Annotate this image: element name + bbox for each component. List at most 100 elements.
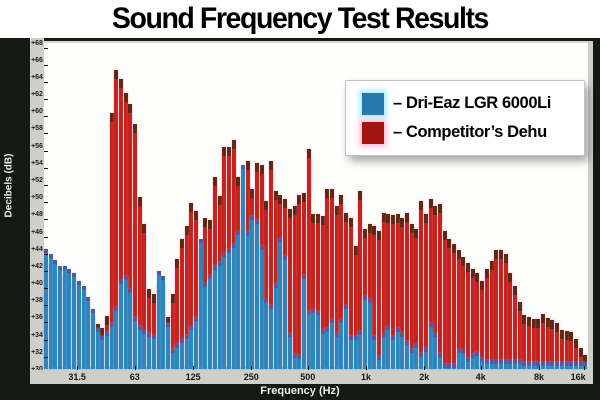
competitor-bar — [564, 331, 569, 369]
y-tick-mark — [44, 253, 48, 255]
competitor-bar — [381, 212, 386, 369]
y-tick-label: +32 — [31, 348, 43, 356]
drieaz-bar — [442, 363, 447, 369]
drieaz-bar — [203, 283, 208, 369]
legend: – Dri-Eaz LGR 6000Li – Competitor’s Dehu — [345, 80, 585, 156]
y-axis-title: Decibels (dB) — [3, 153, 15, 218]
drieaz-bar — [437, 352, 442, 369]
drieaz-bar — [137, 326, 142, 369]
drieaz-bar — [156, 271, 161, 369]
y-tick-label: +44 — [31, 245, 43, 253]
competitor-bar — [569, 332, 574, 369]
drieaz-bar — [269, 305, 274, 369]
competitor-bar — [311, 214, 316, 369]
x-tick-label: 8k — [533, 372, 545, 382]
x-axis-title: Frequency (Hz) — [260, 385, 340, 397]
drieaz-bar — [255, 219, 260, 369]
drieaz-bar — [320, 329, 325, 369]
competitor-bar — [541, 314, 546, 369]
drieaz-bar — [180, 338, 184, 369]
y-tick-label: +62 — [31, 91, 43, 99]
competitor-bar — [151, 294, 156, 369]
competitor-bar — [484, 269, 489, 369]
y-tick-label: +60 — [31, 108, 43, 116]
competitor-bar — [545, 318, 550, 369]
drieaz-bar — [541, 362, 546, 369]
x-tick-label: 16k — [570, 372, 586, 382]
legend-label-drieaz: – Dri-Eaz LGR 6000Li — [393, 94, 551, 112]
competitor-bar — [372, 225, 377, 369]
competitor-bar — [194, 210, 199, 369]
competitor-bar — [306, 149, 311, 369]
drieaz-bar — [119, 279, 124, 369]
y-tick-label: +36 — [31, 314, 43, 322]
y-tick-label: +64 — [31, 73, 43, 81]
drieaz-bar — [489, 359, 494, 369]
drieaz-bar — [297, 355, 302, 369]
competitor-bar — [550, 320, 555, 369]
competitor-bar — [512, 285, 517, 369]
competitor-bar — [269, 161, 274, 369]
drieaz-bar — [53, 259, 58, 369]
drieaz-bar — [452, 363, 456, 369]
y-tick-mark — [44, 202, 48, 204]
competitor-bar — [287, 209, 292, 369]
competitor-bar — [184, 226, 189, 369]
drieaz-bar — [447, 363, 452, 369]
competitor-bar — [316, 213, 320, 369]
drieaz-bar — [81, 285, 86, 369]
drieaz-bar — [264, 299, 269, 369]
drieaz-bar — [311, 308, 316, 369]
drieaz-bar — [212, 265, 217, 369]
drieaz-bar — [569, 362, 574, 369]
drieaz-bar — [133, 317, 138, 369]
competitor-bar — [527, 317, 532, 369]
page-title: Sound Frequency Test Results — [111, 2, 489, 35]
y-tick-mark — [44, 356, 48, 358]
competitor-bar — [536, 319, 541, 369]
x-tick-label: 2k — [419, 372, 430, 382]
drieaz-bar — [194, 317, 199, 369]
y-tick-label: +68 — [31, 39, 43, 47]
drieaz-bar — [334, 332, 339, 369]
drieaz-bar — [573, 362, 578, 369]
drieaz-bar — [128, 289, 133, 369]
drieaz-bar — [76, 281, 81, 369]
competitor-bar — [114, 70, 119, 369]
competitor-bar — [142, 223, 147, 369]
competitor-bar — [123, 93, 128, 369]
drieaz-bar — [536, 362, 541, 369]
x-tick-mark — [584, 366, 586, 370]
competitor-bar — [395, 214, 400, 369]
drieaz-bar — [161, 276, 166, 369]
x-tick-label: 250 — [243, 372, 259, 382]
competitor-bar — [461, 257, 466, 369]
drieaz-bar — [170, 349, 175, 369]
competitor-bar — [325, 189, 330, 369]
y-tick-label: +56 — [31, 142, 43, 150]
drieaz-bar — [95, 327, 100, 369]
drieaz-bar — [189, 326, 194, 369]
right-edge-strip — [588, 41, 593, 384]
y-tick-mark — [44, 219, 48, 221]
drieaz-bar — [184, 334, 189, 369]
drieaz-bar — [142, 329, 147, 369]
drieaz-bar — [564, 362, 569, 369]
y-tick-mark — [44, 185, 48, 186]
competitor-bar — [559, 329, 564, 369]
competitor-bar — [386, 214, 391, 369]
drieaz-bar — [208, 274, 213, 369]
competitor-bar — [128, 104, 133, 369]
competitor-bar — [334, 205, 339, 369]
drieaz-bar — [358, 331, 363, 369]
y-tick-mark — [44, 47, 48, 49]
drieaz-bar — [147, 332, 152, 369]
drieaz-bar — [301, 274, 306, 369]
drieaz-bar — [109, 322, 114, 369]
drieaz-bar — [409, 349, 414, 369]
competitor-bar — [480, 280, 485, 369]
drieaz-bar — [508, 360, 513, 369]
drieaz-bar — [545, 362, 550, 369]
y-tick-mark — [44, 116, 48, 118]
drieaz-bar — [104, 332, 109, 369]
